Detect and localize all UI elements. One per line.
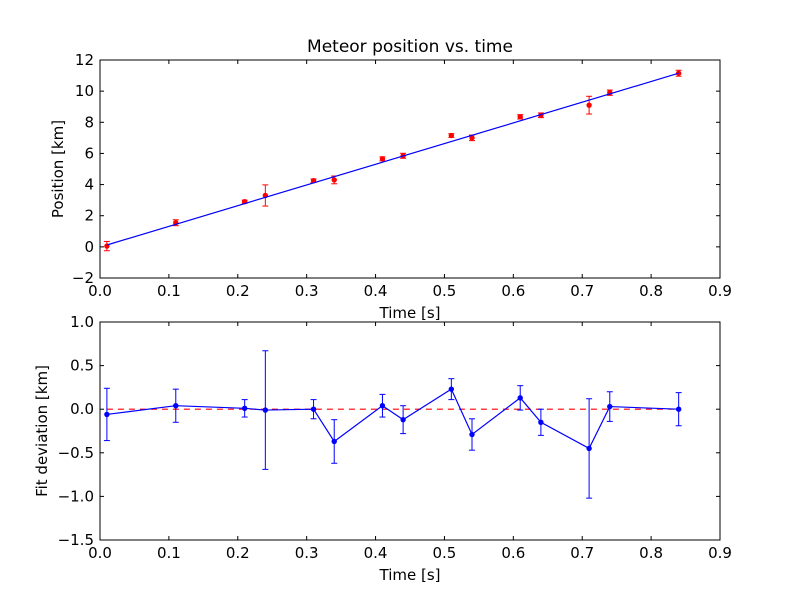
position-ytick-label: 2: [84, 207, 94, 225]
deviation-ytick-label: −1.0: [58, 487, 94, 505]
deviation-data-point: [586, 445, 592, 452]
deviation-data-point: [104, 411, 110, 418]
deviation-xtick-label: 0.9: [708, 544, 732, 562]
position-data-point: [379, 156, 386, 162]
position-xtick-label: 0.8: [639, 282, 663, 300]
position-data-point: [586, 102, 592, 108]
deviation-ytick-label: 1.0: [70, 313, 94, 331]
deviation-data-point: [607, 403, 613, 410]
position-xtick-label: 0.3: [295, 282, 319, 300]
deviation-ytick-label: 0.5: [70, 357, 94, 375]
position-plot-xlabel: Time [s]: [379, 304, 441, 322]
deviation-xtick-label: 0.6: [501, 544, 525, 562]
position-ytick-label: 12: [75, 51, 94, 69]
position-ytick-label: 0: [84, 238, 94, 256]
deviation-xtick-label: 0.4: [364, 544, 388, 562]
position-xtick-label: 0.1: [157, 282, 181, 300]
deviation-plot-ylabel: Fit deviation [km]: [33, 365, 51, 497]
position-ytick-label: 4: [84, 176, 94, 194]
deviation-data-point: [400, 416, 406, 423]
position-xtick-label: 0.0: [88, 282, 112, 300]
deviation-data-point: [310, 406, 317, 412]
position-plot-ylabel: Position [km]: [49, 120, 67, 218]
deviation-data-point: [448, 386, 455, 392]
position-plot-title: Meteor position vs. time: [307, 37, 513, 57]
position-data-point: [448, 132, 455, 139]
deviation-xtick-label: 0.7: [570, 544, 594, 562]
position-plot: Meteor position vs. time Time [s] Positi…: [49, 37, 732, 322]
deviation-data-point: [538, 419, 544, 425]
position-ytick-label: −2: [72, 269, 94, 287]
position-ytick-label: 10: [75, 82, 94, 100]
deviation-xtick-label: 0.0: [88, 544, 112, 562]
deviation-plot: Time [s] Fit deviation [km] 0.0 0.1 0.2 0.3…: [33, 313, 732, 584]
deviation-ytick-label: −1.5: [58, 531, 94, 549]
position-fit-line: [106, 72, 679, 246]
position-plot-ticks: 0.0 0.1 0.2 0.3 0.4 0.5 0.6 0.7 0.8 0.9 −2 0 2 4 6 8 10 1…: [72, 51, 732, 300]
position-data-point: [331, 177, 337, 183]
deviation-data-point: [469, 431, 475, 438]
position-ytick-label: 6: [84, 144, 94, 162]
deviation-plot-xlabel: Time [s]: [379, 566, 441, 584]
deviation-plot-marks: [103, 350, 682, 499]
deviation-xtick-label: 0.5: [433, 544, 457, 562]
deviation-plot-frame: [99, 321, 721, 541]
position-xtick-label: 0.9: [708, 282, 732, 300]
deviation-data-point: [331, 438, 337, 445]
deviation-data-point: [675, 406, 682, 412]
position-plot-frame: [99, 59, 721, 279]
deviation-xtick-label: 0.2: [226, 544, 250, 562]
deviation-data-point: [517, 395, 523, 401]
position-plot-marks: [103, 69, 682, 252]
deviation-data-point: [241, 405, 248, 412]
deviation-ytick-label: 0.0: [70, 400, 94, 418]
position-xtick-label: 0.6: [501, 282, 525, 300]
deviation-data-point: [379, 403, 386, 409]
position-xtick-label: 0.5: [433, 282, 457, 300]
deviation-ytick-label: −0.5: [58, 444, 94, 462]
position-ytick-label: 8: [84, 113, 94, 131]
position-xtick-label: 0.4: [364, 282, 388, 300]
position-data-point: [517, 114, 523, 120]
deviation-data-point: [262, 407, 269, 413]
position-xtick-label: 0.2: [226, 282, 250, 300]
deviation-plot-ticks: 0.0 0.1 0.2 0.3 0.4 0.5 0.6 0.7 0.8 0.9 −1.5 −1.0 −0…: [58, 313, 732, 562]
deviation-xtick-label: 0.3: [295, 544, 319, 562]
position-xtick-label: 0.7: [570, 282, 594, 300]
deviation-data-point: [173, 403, 179, 409]
deviation-xtick-label: 0.1: [157, 544, 181, 562]
deviation-xtick-label: 0.8: [639, 544, 663, 562]
